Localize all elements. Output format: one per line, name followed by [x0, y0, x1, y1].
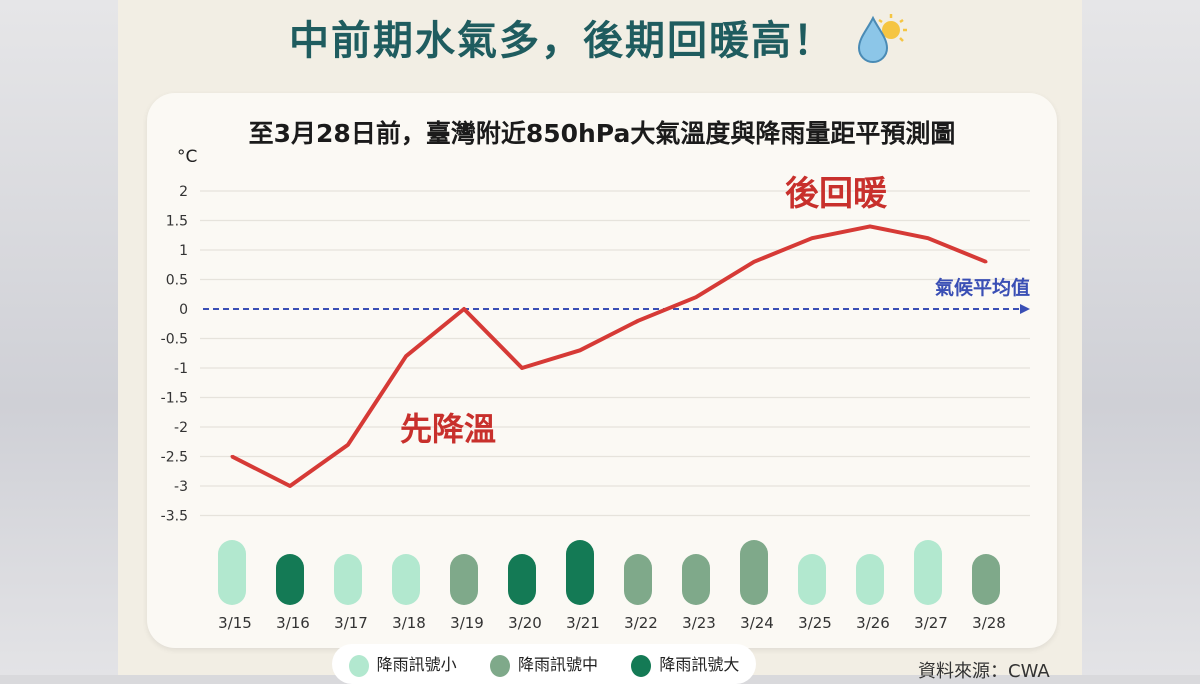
raindrop-sun-icon	[851, 12, 911, 74]
y-tick-label: 0	[179, 302, 188, 318]
annotation-warming: 後回暖	[785, 174, 888, 214]
rain-signal-bar	[508, 554, 536, 605]
rain-signal-bar	[276, 554, 304, 605]
data-point	[404, 354, 408, 358]
x-tick-label: 3/19	[450, 614, 484, 632]
page-title: 中前期水氣多，後期回暖高！	[118, 8, 1082, 74]
x-tick-label: 3/20	[508, 614, 542, 632]
x-tick-label: 3/21	[566, 614, 600, 632]
page-title-text: 中前期水氣多，後期回暖高！	[289, 18, 836, 64]
x-tick-label: 3/27	[914, 614, 948, 632]
data-point	[752, 260, 756, 264]
x-tick-label: 3/28	[972, 614, 1006, 632]
y-tick-label: 0.5	[166, 273, 188, 289]
x-tick-label: 3/23	[682, 614, 716, 632]
data-point	[288, 484, 292, 488]
y-axis-unit: °C	[177, 147, 197, 167]
data-point	[694, 295, 698, 299]
legend-label: 降雨訊號大	[659, 655, 740, 675]
legend: 降雨訊號小 降雨訊號中 降雨訊號大	[332, 644, 756, 684]
rain-signal-bar	[856, 554, 884, 605]
legend-item-large: 降雨訊號大	[631, 651, 739, 677]
rain-signal-bar	[914, 540, 942, 605]
legend-item-medium: 降雨訊號中	[489, 651, 598, 677]
legend-label: 降雨訊號中	[517, 655, 598, 675]
x-tick-label: 3/16	[276, 614, 310, 632]
rain-signal-bar	[798, 554, 826, 605]
legend-item-small: 降雨訊號小	[348, 651, 457, 677]
legend-swatch	[631, 654, 652, 677]
data-point	[462, 307, 466, 311]
y-tick-label: -0.5	[161, 332, 188, 348]
y-tick-label: -3.5	[161, 509, 188, 525]
reference-arrow-icon	[1020, 304, 1030, 314]
legend-label: 降雨訊號小	[376, 655, 457, 675]
rain-signal-bar	[566, 540, 594, 605]
y-tick-label: -1.5	[161, 391, 188, 407]
rain-signal-bar	[392, 554, 420, 605]
data-source: 資料來源：CWA	[918, 661, 1050, 682]
x-tick-label: 3/22	[624, 614, 658, 632]
data-point	[926, 236, 930, 240]
annotation-cooling: 先降溫	[400, 410, 496, 448]
rain-signal-bar	[624, 554, 652, 605]
temperature-line	[231, 224, 987, 488]
x-tick-label: 3/17	[334, 614, 368, 632]
data-point	[868, 224, 872, 228]
data-point	[810, 236, 814, 240]
rain-signal-bar	[740, 540, 768, 605]
x-tick-label: 3/25	[798, 614, 832, 632]
y-tick-label: 1.5	[166, 214, 188, 230]
rain-signal-bar	[218, 540, 246, 605]
x-tick-label: 3/24	[740, 614, 774, 632]
reference-label: 氣候平均值	[935, 276, 1030, 299]
data-point	[578, 348, 582, 352]
rain-signal-bar	[682, 554, 710, 605]
y-tick-label: 1	[179, 243, 188, 259]
data-point	[520, 366, 524, 370]
y-tick-label: -1	[174, 361, 188, 377]
chart-card	[147, 93, 1057, 648]
legend-swatch	[348, 654, 369, 677]
chart-title: 至3月28日前，臺灣附近850hPa大氣溫度與降雨量距平預測圖	[248, 119, 956, 148]
y-tick-label: 2	[179, 184, 188, 200]
x-tick-label: 3/18	[392, 614, 426, 632]
background-left	[0, 0, 118, 675]
rain-signal-bar	[972, 554, 1000, 605]
background-right	[1082, 0, 1200, 675]
y-tick-label: -2.5	[161, 450, 188, 466]
y-tick-label: -2	[174, 420, 188, 436]
data-point	[636, 319, 640, 323]
rain-signal-bar	[450, 554, 478, 605]
y-tick-label: -3	[174, 479, 188, 495]
data-point	[346, 443, 350, 447]
x-tick-label: 3/26	[856, 614, 890, 632]
x-tick-label: 3/15	[218, 614, 252, 632]
legend-swatch	[489, 654, 510, 677]
data-point	[984, 260, 988, 264]
data-point	[230, 455, 234, 458]
rain-signal-bar	[334, 554, 362, 605]
